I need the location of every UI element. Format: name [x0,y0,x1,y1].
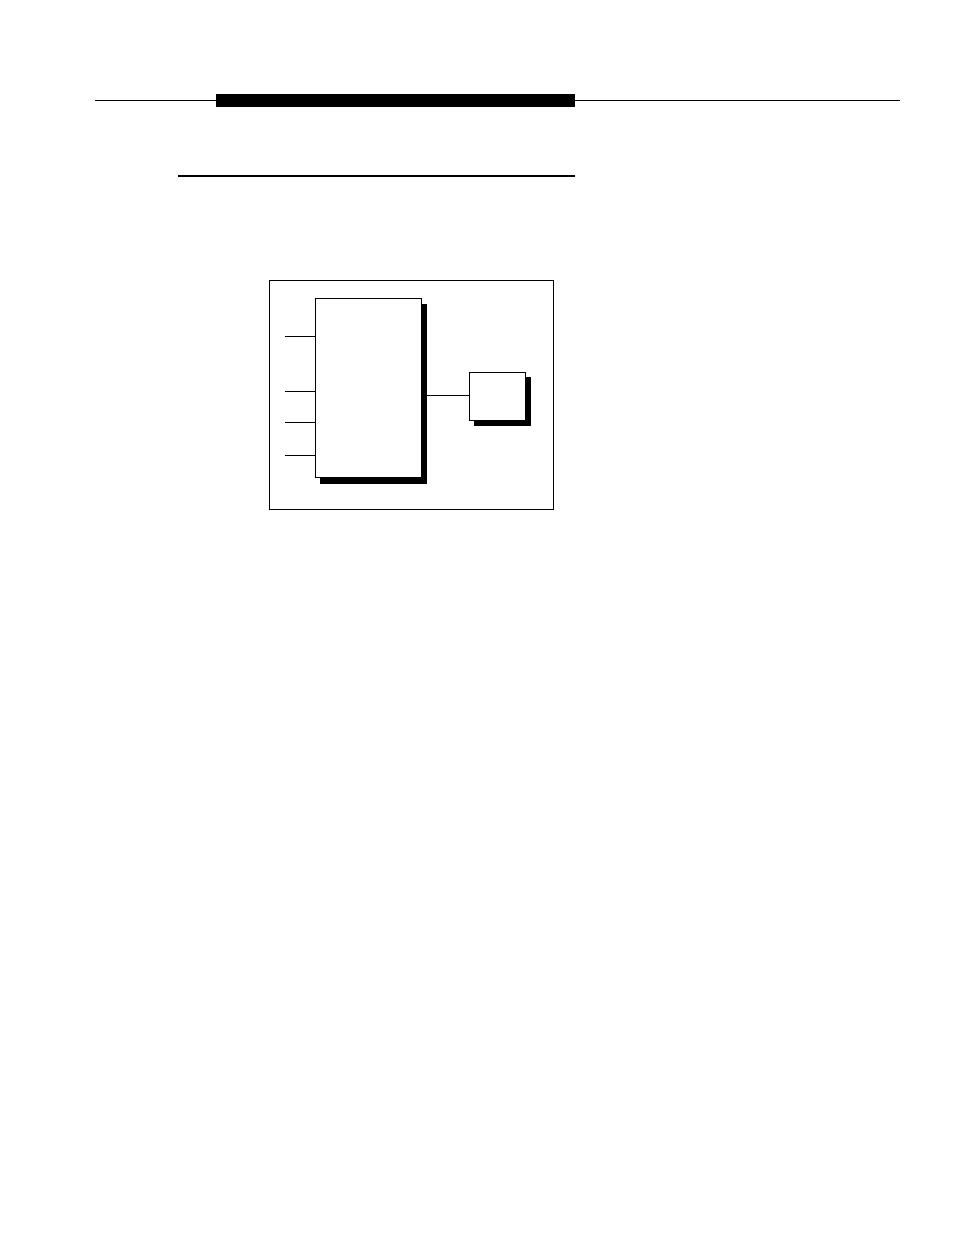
wire-input-1 [285,336,315,337]
page [0,0,954,1235]
wire-input-2 [285,391,315,392]
top-thick-rule [216,94,575,107]
left-block [315,298,422,478]
under-rule [178,175,575,177]
wire-input-4 [285,455,315,456]
wire-input-3 [285,422,315,423]
right-block [469,372,526,421]
wire-mid [424,395,469,396]
